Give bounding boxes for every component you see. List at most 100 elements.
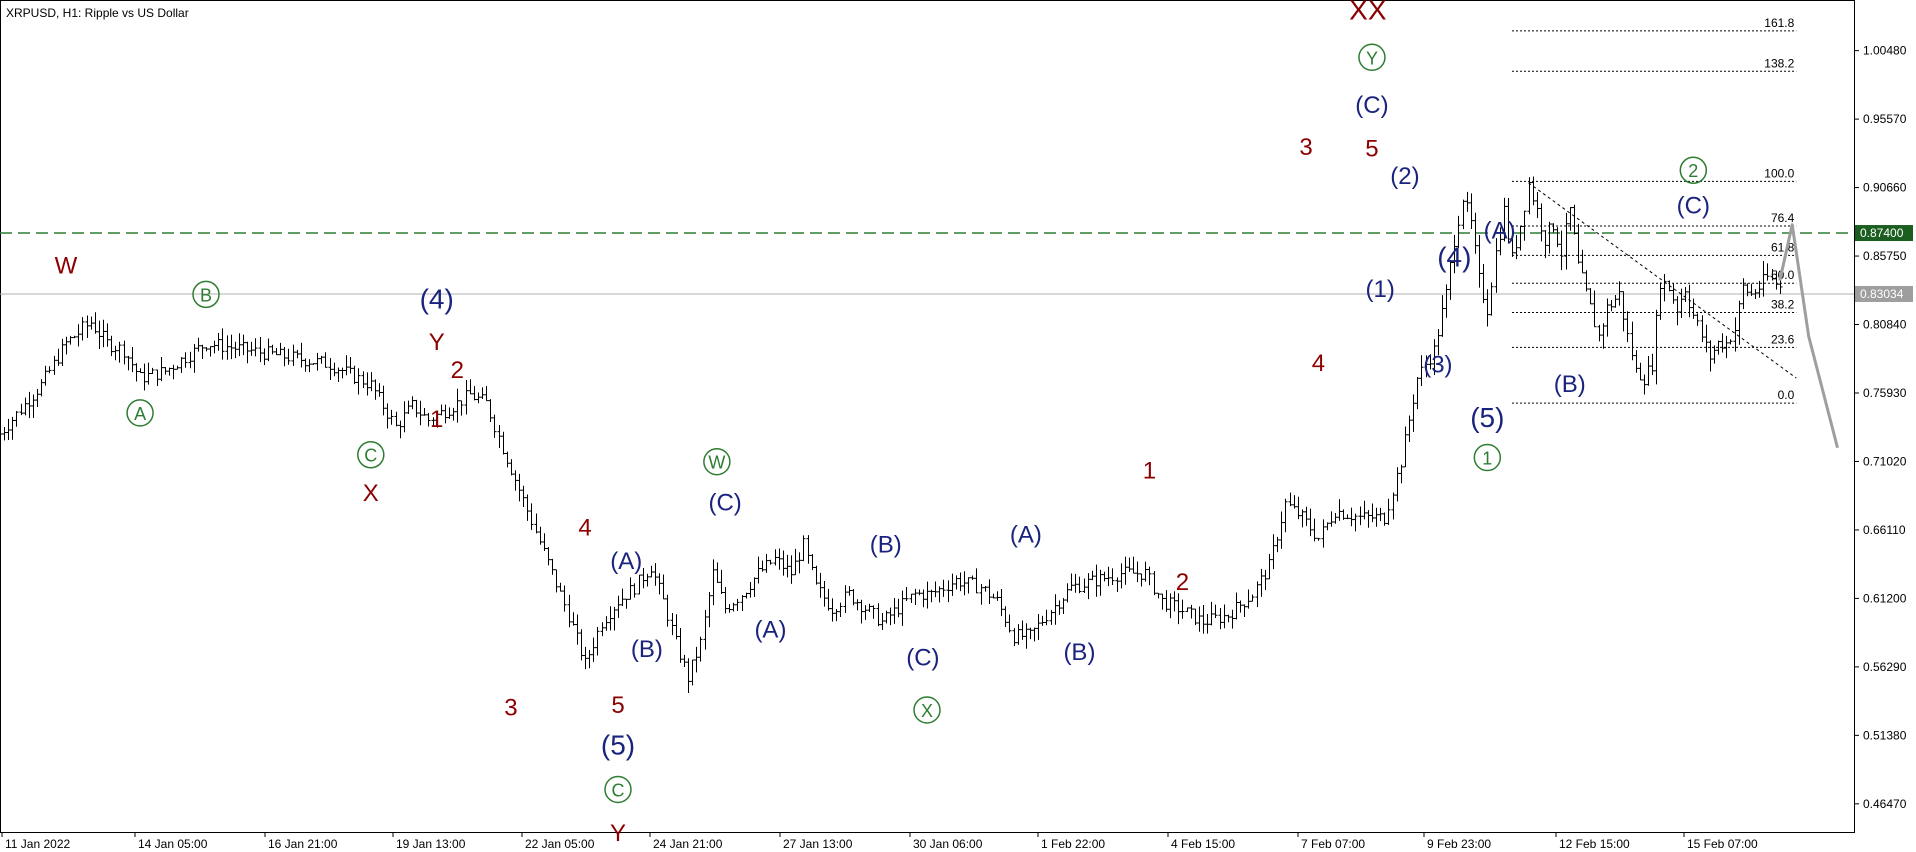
wave-label: C bbox=[357, 440, 385, 469]
wave-label-text: 4 bbox=[1312, 350, 1325, 377]
wave-label: C bbox=[604, 775, 632, 804]
price-bar bbox=[1448, 260, 1453, 300]
price-bar bbox=[1679, 288, 1684, 319]
price-bar bbox=[451, 407, 456, 421]
price-bar bbox=[715, 562, 720, 583]
price-bar bbox=[414, 399, 419, 418]
price-bar bbox=[455, 388, 460, 423]
price-bar bbox=[995, 591, 1000, 601]
price-bar bbox=[723, 587, 728, 614]
price-bar bbox=[1733, 317, 1738, 352]
price-bar bbox=[1168, 593, 1173, 619]
wave-label-text: 2 bbox=[451, 357, 464, 384]
price-bar bbox=[1032, 627, 1037, 642]
trendline-layer bbox=[1528, 182, 1797, 379]
wave-label: 3 bbox=[504, 695, 517, 722]
price-bar bbox=[1007, 614, 1012, 633]
price-bar bbox=[735, 598, 740, 611]
price-bar bbox=[1152, 571, 1157, 596]
price-bar bbox=[773, 549, 778, 566]
wave-label-text: W bbox=[708, 453, 725, 473]
price-bar bbox=[1605, 298, 1610, 337]
price-bar bbox=[604, 616, 609, 631]
price-bar bbox=[93, 312, 98, 334]
price-bar bbox=[991, 593, 996, 599]
price-bar bbox=[509, 459, 514, 476]
time-axis[interactable]: 11 Jan 2022 14 Jan 05:00 16 Jan 21:00 19 Ja… bbox=[1, 832, 1758, 851]
price-bar bbox=[1349, 507, 1354, 527]
wave-label-text: 4 bbox=[578, 515, 591, 542]
price-bar bbox=[183, 352, 188, 368]
price-bar bbox=[1407, 415, 1412, 443]
wave-label: (4) bbox=[1437, 242, 1471, 273]
price-bar bbox=[546, 547, 551, 566]
price-bar bbox=[1077, 576, 1082, 594]
price-bar bbox=[1518, 225, 1523, 251]
price-bar bbox=[950, 573, 955, 596]
forecast-layer bbox=[1778, 223, 1839, 449]
price-bar bbox=[822, 580, 827, 607]
price-bar bbox=[31, 394, 36, 418]
price-bar bbox=[1580, 249, 1585, 274]
wave-label-text: (4) bbox=[1437, 242, 1471, 273]
price-bar bbox=[1147, 566, 1152, 586]
price-bar bbox=[1419, 355, 1424, 387]
price-bar bbox=[1621, 291, 1626, 332]
wave-label-text: (2) bbox=[1390, 163, 1419, 190]
price-bar bbox=[682, 654, 687, 668]
price-bar bbox=[1424, 355, 1429, 378]
price-bar bbox=[365, 372, 370, 396]
price-bar bbox=[109, 335, 114, 357]
price-bar bbox=[1728, 339, 1733, 345]
price-badge-text: 0.83034 bbox=[1860, 287, 1904, 301]
price-bar bbox=[1737, 300, 1742, 345]
wave-label-text: 5 bbox=[1365, 135, 1378, 162]
price-bar bbox=[1185, 607, 1190, 613]
price-bar bbox=[159, 357, 164, 382]
price-bar bbox=[637, 574, 642, 595]
wave-label-text: (A) bbox=[1484, 218, 1516, 245]
x-tick-label: 14 Jan 05:00 bbox=[138, 837, 208, 851]
price-bar bbox=[1469, 193, 1474, 229]
price-bar bbox=[1069, 573, 1074, 591]
price-bar bbox=[1263, 569, 1268, 591]
x-tick-label: 7 Feb 07:00 bbox=[1301, 837, 1365, 851]
price-badge-text: 0.87400 bbox=[1860, 226, 1904, 240]
price-bar bbox=[1250, 594, 1255, 602]
price-bar bbox=[888, 607, 893, 626]
wave-label-text: 3 bbox=[504, 695, 517, 722]
price-bar bbox=[1061, 598, 1066, 615]
wave-circle bbox=[1358, 43, 1386, 72]
price-bar bbox=[225, 335, 230, 360]
x-tick-label: 16 Jan 21:00 bbox=[268, 837, 338, 851]
price-axis[interactable]: 1.00480 0.95570 0.90660 0.85750 0.80840 0.759… bbox=[1854, 44, 1907, 811]
price-bar bbox=[1090, 570, 1095, 581]
price-bar bbox=[534, 513, 539, 534]
price-bar bbox=[1065, 583, 1070, 603]
price-bar bbox=[1304, 506, 1309, 526]
price-bar bbox=[60, 338, 65, 366]
wave-label-text: 2 bbox=[1176, 569, 1189, 596]
wave-label-text: (B) bbox=[631, 636, 663, 663]
price-bar bbox=[447, 407, 452, 419]
x-tick-label: 11 Jan 2022 bbox=[5, 837, 70, 851]
price-bar bbox=[1049, 610, 1054, 625]
price-bar bbox=[1584, 270, 1589, 292]
price-bar bbox=[1374, 507, 1379, 527]
wave-circle bbox=[913, 696, 941, 724]
price-bar bbox=[97, 320, 102, 349]
price-bar bbox=[422, 408, 427, 416]
price-bars bbox=[0, 176, 1783, 693]
price-bar bbox=[241, 334, 246, 356]
price-bar bbox=[933, 581, 938, 598]
price-bar bbox=[142, 363, 147, 391]
price-bar bbox=[818, 572, 823, 598]
price-bar bbox=[1321, 519, 1326, 548]
y-tick-label: 0.90660 bbox=[1863, 181, 1907, 195]
price-bar bbox=[1658, 282, 1663, 320]
price-bar bbox=[1646, 355, 1651, 386]
plot-frame bbox=[0, 0, 1855, 833]
price-bar bbox=[690, 659, 695, 686]
wave-label-text: (5) bbox=[1470, 402, 1504, 433]
